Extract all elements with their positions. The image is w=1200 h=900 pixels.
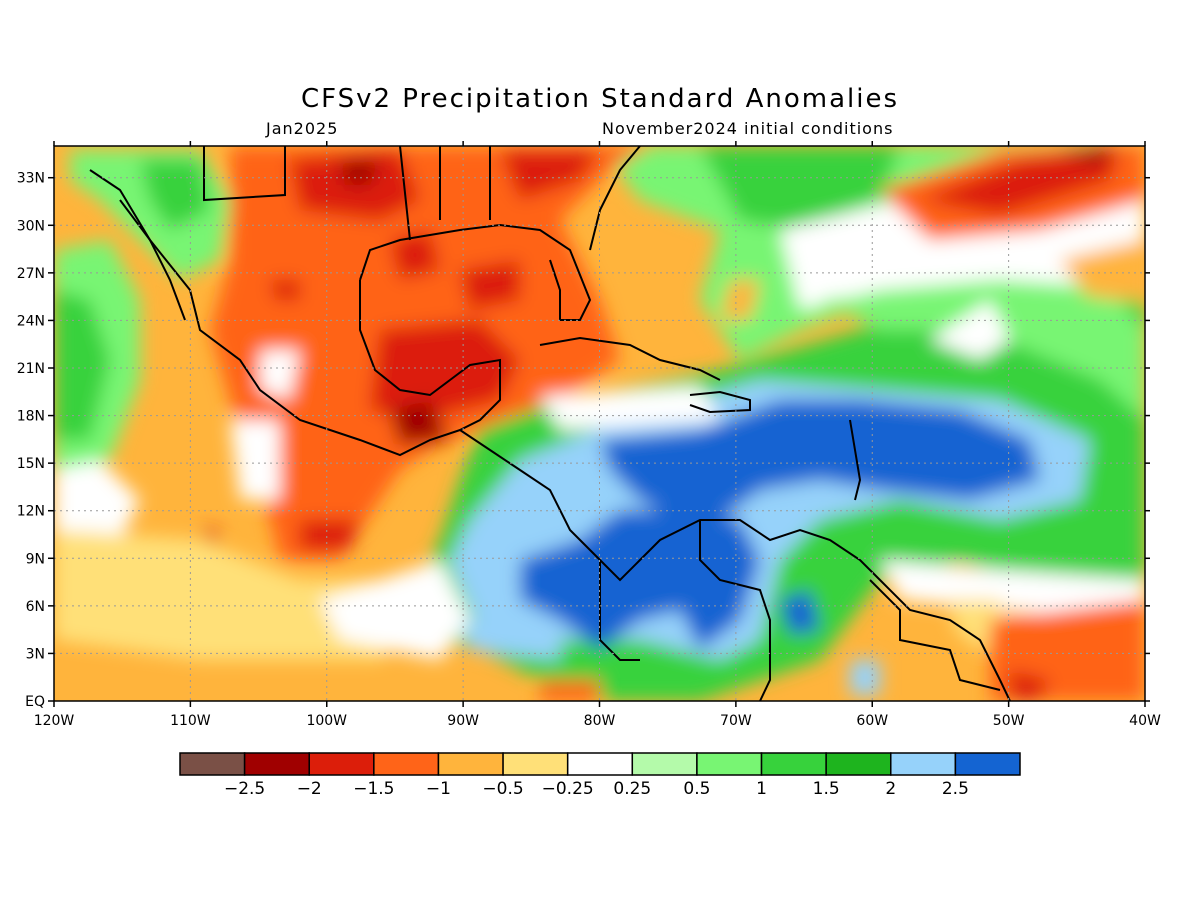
x-tick-label: 70W (720, 713, 752, 729)
y-tick-label: 21N (17, 361, 45, 377)
colorbar-swatch (760, 752, 827, 776)
map-title: CFSv2 Precipitation Standard Anomalies (300, 84, 900, 114)
colorbar-label: −2 (297, 779, 322, 799)
colorbar-label: 2 (885, 779, 896, 799)
x-tick-label: 50W (993, 713, 1025, 729)
y-tick-label: 12N (17, 504, 45, 520)
colorbar-swatch (954, 752, 1021, 776)
initial-conditions-label: November2024 initial conditions (602, 119, 894, 138)
x-tick-label: 60W (856, 713, 888, 729)
colorbar-label: −0.25 (542, 779, 594, 799)
y-tick-label: 33N (17, 171, 45, 187)
colorbar-swatch (179, 752, 246, 776)
colorbar-swatch (308, 752, 375, 776)
colorbar-label: 1 (756, 779, 767, 799)
x-tick-label: 90W (447, 713, 479, 729)
y-tick-label: 3N (26, 646, 45, 662)
colorbar-swatch (890, 752, 957, 776)
x-tick-label: 120W (34, 713, 75, 729)
y-tick-label: EQ (25, 694, 45, 710)
x-tick-label: 100W (306, 713, 347, 729)
colorbar-swatch (825, 752, 892, 776)
colorbar-label: 0.25 (613, 779, 651, 799)
valid-month-label: Jan2025 (266, 119, 339, 138)
y-tick-label: 18N (17, 409, 45, 425)
colorbar-label: 0.5 (683, 779, 710, 799)
colorbar-label: 1.5 (813, 779, 840, 799)
x-tick-label: 110W (170, 713, 211, 729)
colorbar-label: −0.5 (482, 779, 523, 799)
colorbar-swatch (696, 752, 763, 776)
colorbar-label: −1.5 (353, 779, 394, 799)
colorbar-swatch (373, 752, 440, 776)
y-tick-label: 27N (17, 266, 45, 282)
colorbar-swatch (502, 752, 569, 776)
x-tick-label: 40W (1129, 713, 1161, 729)
colorbar-swatch (631, 752, 698, 776)
colorbar-label: −1 (426, 779, 451, 799)
gridlines (54, 146, 1145, 701)
y-tick-label: 6N (26, 599, 45, 615)
latitude-axis: EQ 3N 6N 9N 12N 15N 18N 21N 24N 27N 30N 33N (17, 171, 1150, 710)
y-tick-label: 15N (17, 456, 45, 472)
colorbar-swatch (243, 752, 310, 776)
y-tick-label: 24N (17, 313, 45, 329)
y-tick-label: 9N (26, 551, 45, 567)
y-tick-label: 30N (17, 218, 45, 234)
anomaly-field (54, 146, 1145, 701)
colorbar-label: −2.5 (224, 779, 265, 799)
longitude-axis: 120W 110W 100W 90W 80W 70W 60W 50W 40W (34, 141, 1161, 729)
colorbar-swatch (566, 752, 634, 776)
colorbar: −2.5 −2 −1.5 −1 −0.5 −0.25 0.25 0.5 1 1.5 2 2.5 (179, 752, 1021, 799)
colorbar-swatch (437, 752, 504, 776)
colorbar-label: 2.5 (942, 779, 969, 799)
x-tick-label: 80W (584, 713, 616, 729)
